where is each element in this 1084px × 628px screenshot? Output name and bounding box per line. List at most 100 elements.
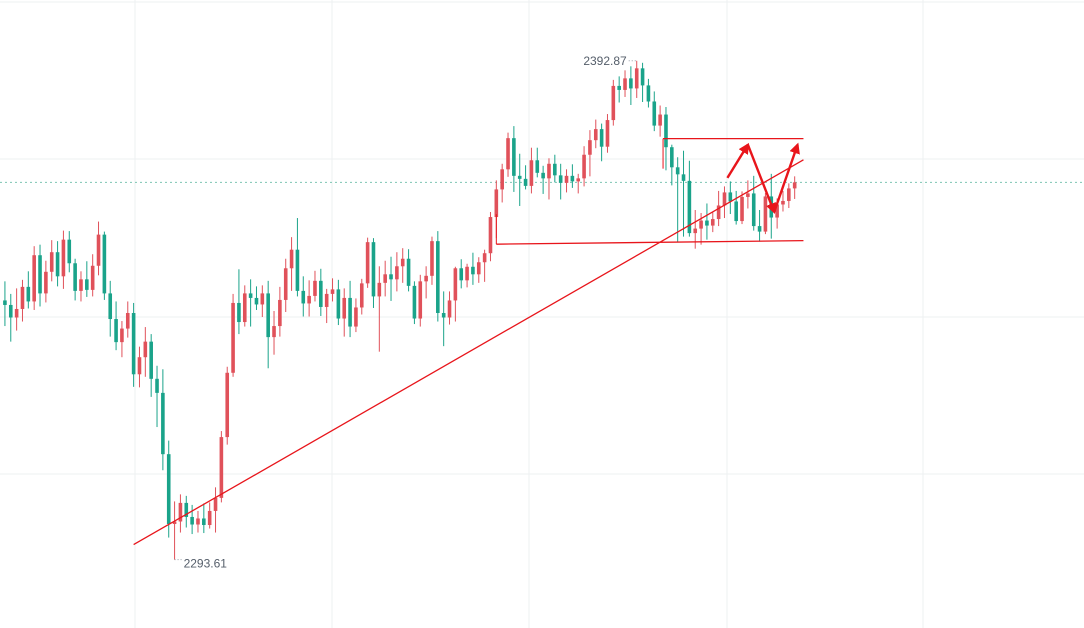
candle bbox=[757, 210, 762, 242]
candle bbox=[553, 154, 557, 183]
candle-body bbox=[371, 242, 376, 297]
candle bbox=[629, 66, 633, 106]
candle bbox=[336, 279, 341, 326]
candle-body bbox=[646, 85, 651, 102]
candle bbox=[324, 288, 329, 324]
candle bbox=[202, 503, 206, 534]
candle-body bbox=[161, 392, 165, 455]
candle bbox=[558, 163, 563, 200]
candle bbox=[599, 123, 604, 162]
candle-body bbox=[278, 299, 282, 327]
candle bbox=[90, 254, 95, 297]
candle bbox=[681, 150, 686, 237]
candle-body bbox=[705, 220, 709, 226]
support-line bbox=[496, 239, 804, 245]
candle bbox=[430, 236, 434, 285]
candle-body bbox=[202, 518, 206, 526]
candle-body bbox=[90, 265, 95, 290]
candle bbox=[529, 147, 534, 194]
candle-body bbox=[441, 312, 446, 318]
candle bbox=[178, 494, 183, 533]
candle-body bbox=[383, 274, 387, 283]
candle-body bbox=[447, 300, 452, 318]
candle-body bbox=[471, 266, 475, 275]
candle bbox=[582, 146, 586, 187]
candle bbox=[564, 169, 569, 193]
candle-body bbox=[125, 312, 130, 329]
candle bbox=[184, 495, 189, 528]
candle bbox=[500, 163, 504, 203]
candle bbox=[751, 175, 756, 231]
candle-body bbox=[108, 293, 113, 320]
candle-body bbox=[488, 217, 493, 254]
candle-body bbox=[166, 454, 171, 525]
candle-body bbox=[213, 497, 218, 511]
candle bbox=[436, 231, 440, 322]
candle bbox=[517, 153, 522, 206]
candle-body bbox=[96, 234, 101, 266]
candle bbox=[424, 266, 428, 299]
candle bbox=[330, 278, 335, 302]
candle-body bbox=[734, 201, 738, 222]
candle-body bbox=[687, 180, 692, 234]
candle bbox=[301, 276, 306, 317]
candle-body bbox=[79, 279, 83, 291]
candle-body bbox=[652, 101, 657, 126]
candle bbox=[441, 291, 446, 347]
candle-body bbox=[746, 193, 750, 197]
candle bbox=[617, 76, 621, 103]
candle bbox=[254, 286, 259, 310]
candle-body bbox=[611, 85, 616, 121]
candle-body bbox=[225, 372, 230, 438]
candle bbox=[137, 346, 142, 388]
candle-body bbox=[710, 219, 715, 226]
candle-body bbox=[85, 279, 89, 290]
candle bbox=[225, 366, 230, 445]
candle-body bbox=[354, 307, 358, 327]
candle-body bbox=[32, 255, 36, 302]
candle bbox=[447, 291, 452, 325]
candle bbox=[623, 70, 627, 97]
candle-body bbox=[377, 282, 382, 297]
low-price-label: 2293.61 bbox=[184, 557, 228, 571]
candle bbox=[102, 231, 107, 300]
candle-body bbox=[143, 341, 148, 358]
candle-body bbox=[722, 192, 727, 206]
candle-body bbox=[547, 163, 551, 179]
candle bbox=[149, 334, 153, 397]
candle-body bbox=[658, 114, 662, 126]
candle bbox=[576, 173, 581, 194]
projection-arrow bbox=[746, 144, 777, 215]
candle bbox=[196, 510, 200, 533]
candle-body bbox=[313, 280, 317, 296]
candle bbox=[272, 310, 276, 355]
candle-body bbox=[640, 68, 645, 86]
candle bbox=[687, 160, 692, 237]
candle-body bbox=[517, 175, 522, 179]
candle-body bbox=[254, 297, 259, 305]
candle-body bbox=[664, 114, 668, 148]
candle bbox=[593, 119, 598, 149]
candle bbox=[658, 105, 662, 137]
candle bbox=[278, 286, 282, 337]
candle-body bbox=[716, 205, 721, 220]
candle bbox=[371, 238, 376, 308]
candle bbox=[44, 260, 48, 303]
candle bbox=[634, 60, 639, 98]
candle-body bbox=[49, 252, 54, 272]
price-labels: 2392.87 2293.61 bbox=[174, 54, 637, 571]
candle-body bbox=[301, 290, 306, 304]
candle-body bbox=[219, 437, 224, 498]
candle bbox=[588, 130, 592, 177]
candle-body bbox=[670, 147, 674, 168]
candle bbox=[67, 231, 72, 273]
candle-body bbox=[617, 85, 621, 90]
candle-body bbox=[541, 172, 545, 179]
candle-body bbox=[482, 253, 487, 263]
candle-body bbox=[365, 242, 370, 284]
projection-arrow bbox=[773, 142, 800, 213]
candle bbox=[213, 487, 218, 533]
candle bbox=[348, 280, 352, 338]
